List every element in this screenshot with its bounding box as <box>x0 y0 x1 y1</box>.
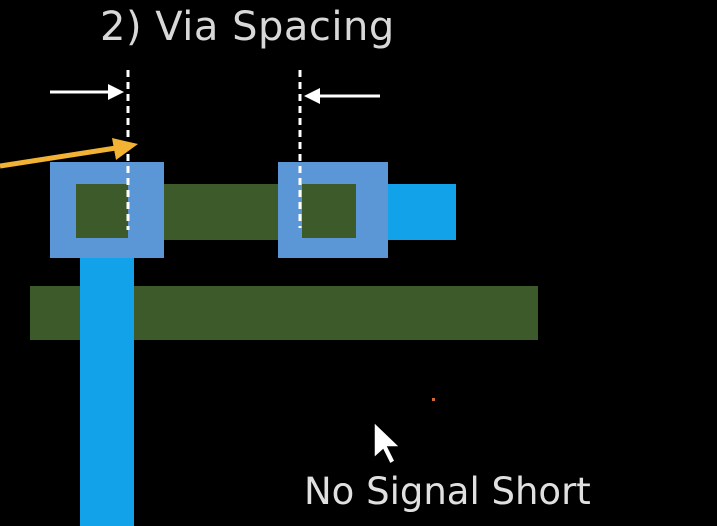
speck <box>432 398 435 401</box>
right-blue-stub <box>384 184 456 240</box>
left-via-cut <box>76 184 128 238</box>
diagram-caption: No Signal Short <box>304 470 591 513</box>
right-via-cut <box>302 184 356 238</box>
left-via <box>50 162 164 258</box>
right-spacing-arrow <box>304 88 380 104</box>
diagram-title: 2) Via Spacing <box>100 4 395 50</box>
vertical-blue-wire <box>80 236 134 526</box>
mouse-pointer-icon <box>373 420 402 466</box>
yellow-pointer-arrow <box>0 138 138 169</box>
left-spacing-arrow <box>50 84 124 100</box>
right-via <box>278 162 388 258</box>
